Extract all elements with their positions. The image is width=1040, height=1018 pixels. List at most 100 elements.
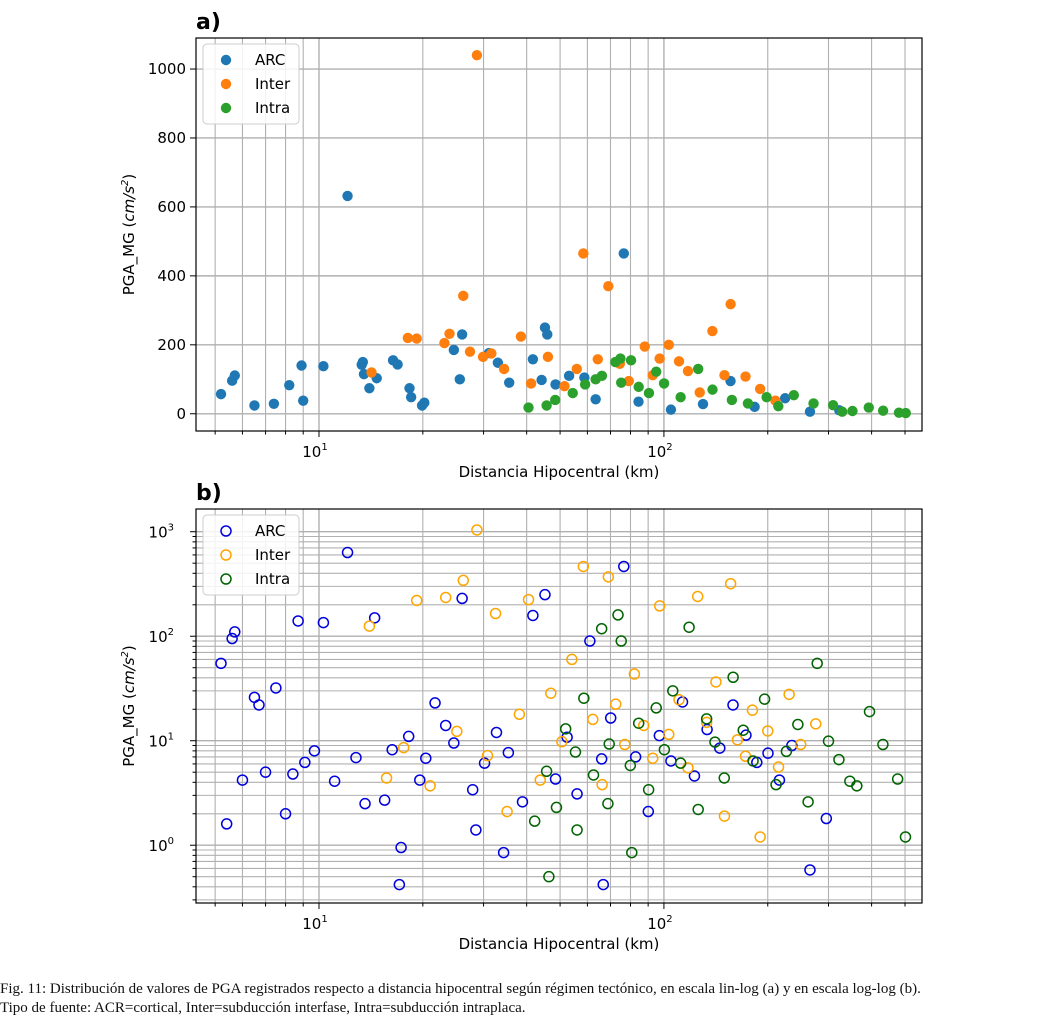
point-arc xyxy=(287,768,299,780)
point-arc xyxy=(497,846,510,859)
point-arc xyxy=(420,752,432,764)
point-intra xyxy=(596,370,608,382)
point-inter xyxy=(402,332,414,344)
point-intra xyxy=(579,379,591,390)
point-inter xyxy=(477,351,489,363)
point-inter xyxy=(707,325,718,337)
point-intra xyxy=(877,738,889,751)
point-arc xyxy=(448,737,460,749)
x-tick-label: 102 xyxy=(647,914,672,933)
legend-marker-intra xyxy=(220,102,232,114)
point-intra xyxy=(624,759,637,772)
point-intra xyxy=(707,384,718,395)
legend-label-arc: ARC xyxy=(255,522,285,540)
point-intra xyxy=(615,353,626,364)
point-intra xyxy=(528,815,541,827)
point-arc xyxy=(419,397,430,408)
point-inter xyxy=(646,752,659,764)
point-inter xyxy=(457,574,470,587)
point-arc xyxy=(296,360,307,371)
point-arc xyxy=(292,615,304,627)
point-arc xyxy=(229,626,241,638)
data-points xyxy=(215,50,911,419)
point-inter xyxy=(444,328,455,339)
point-arc xyxy=(342,190,353,202)
point-intra xyxy=(844,775,856,787)
figure: a) 0 200 400 600 800 1000 101 102 Distancia Hipo… xyxy=(120,10,923,953)
y-tick-label: 800 xyxy=(157,129,186,147)
point-inter xyxy=(673,356,685,367)
point-arc xyxy=(688,770,701,782)
point-arc xyxy=(229,370,240,381)
point-intra xyxy=(543,870,555,883)
point-arc xyxy=(317,616,330,629)
legend-label-intra: Intra xyxy=(255,99,290,117)
point-intra xyxy=(851,780,863,792)
point-arc xyxy=(284,379,295,391)
point-inter xyxy=(592,354,603,365)
point-intra xyxy=(899,831,912,843)
point-intra xyxy=(847,405,858,417)
y-axis-label: PGA_MG (cm/s2) xyxy=(120,645,139,767)
point-arc xyxy=(386,743,398,756)
point-intra xyxy=(523,402,534,413)
point-inter xyxy=(740,371,751,382)
y-tick-label: 0 xyxy=(176,405,186,423)
point-arc xyxy=(549,773,562,785)
point-intra xyxy=(595,622,608,635)
point-arc xyxy=(298,395,309,406)
point-inter xyxy=(411,333,422,344)
point-intra xyxy=(742,398,754,409)
point-intra xyxy=(571,824,583,836)
point-intra xyxy=(675,392,686,403)
point-inter xyxy=(637,719,650,732)
legend-label-intra: Intra xyxy=(255,570,290,588)
y-axis-label: PGA_MG (cm/s2) xyxy=(120,174,139,296)
point-intra xyxy=(891,773,904,785)
point-intra xyxy=(726,394,738,406)
point-inter xyxy=(577,560,590,573)
point-arc xyxy=(697,398,709,410)
point-arc xyxy=(270,682,282,694)
point-inter xyxy=(654,353,665,364)
grid-lines xyxy=(196,509,922,903)
point-intra xyxy=(780,745,793,758)
point-intra xyxy=(667,685,679,697)
point-intra xyxy=(758,693,771,705)
point-arc xyxy=(550,379,561,390)
point-intra xyxy=(770,778,782,791)
y-tick-label: 102 xyxy=(149,627,174,646)
point-inter xyxy=(719,369,730,381)
point-arc xyxy=(364,383,375,394)
point-arc xyxy=(236,774,249,786)
caption-line-1: Fig. 11: Distribución de valores de PGA … xyxy=(0,981,921,997)
point-intra xyxy=(877,405,889,416)
point-intra xyxy=(587,769,600,781)
point-intra xyxy=(559,723,572,735)
point-inter xyxy=(542,351,554,363)
point-intra xyxy=(550,801,563,814)
point-arc xyxy=(618,248,629,259)
point-arc xyxy=(563,370,575,382)
y-tick-label: 600 xyxy=(157,198,186,216)
point-inter xyxy=(451,725,463,738)
point-inter xyxy=(410,594,423,607)
point-inter xyxy=(464,346,476,357)
x-axis-label: Distancia Hipocentral (km) xyxy=(459,463,660,481)
panel-a-scatter-chart: a) 0 200 400 600 800 1000 101 102 Distancia Hipo… xyxy=(120,10,923,481)
point-arc xyxy=(249,400,260,411)
legend-marker-inter xyxy=(220,549,232,561)
point-intra xyxy=(747,755,759,767)
point-intra xyxy=(802,796,814,808)
point-inter xyxy=(486,348,497,359)
point-intra xyxy=(836,406,848,417)
point-arc xyxy=(253,699,265,711)
grid-lines xyxy=(196,38,922,431)
point-arc xyxy=(470,824,482,836)
point-arc xyxy=(448,344,460,356)
point-intra xyxy=(625,355,637,366)
point-intra xyxy=(567,387,578,399)
point-intra xyxy=(692,803,704,816)
point-inter xyxy=(559,380,570,392)
point-intra xyxy=(616,377,627,388)
